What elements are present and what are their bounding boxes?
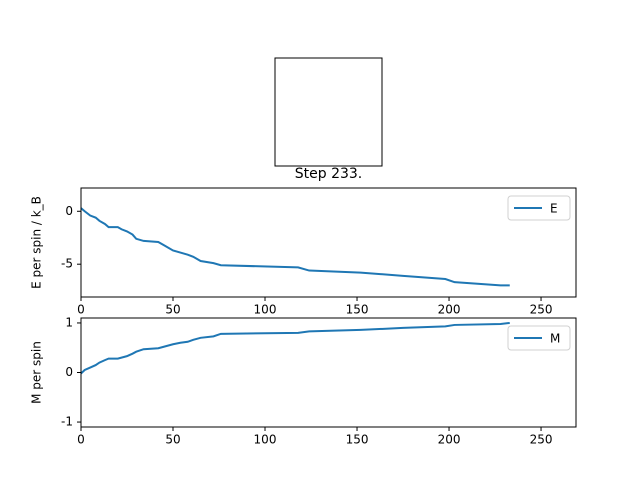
legend-label: E xyxy=(550,202,558,216)
data-line xyxy=(80,207,510,287)
x-tick-label: 150 xyxy=(346,433,369,447)
y-axis-label: E per spin / k_B xyxy=(30,196,44,289)
data-line xyxy=(80,321,510,375)
x-tick-label: 50 xyxy=(165,303,180,317)
x-tick-label: 200 xyxy=(438,303,461,317)
x-tick-label: 250 xyxy=(530,303,553,317)
chart-title: Step 233. xyxy=(295,166,363,182)
axes-frame xyxy=(80,187,577,298)
x-tick-label: 0 xyxy=(77,433,85,447)
x-tick-label: 150 xyxy=(346,303,369,317)
x-tick-label: 200 xyxy=(438,433,461,447)
y-tick-label: 1 xyxy=(65,315,73,329)
x-tick-label: 0 xyxy=(77,303,85,317)
axes-frame xyxy=(80,317,577,428)
y-tick-label: -5 xyxy=(61,257,73,271)
x-tick-label: 100 xyxy=(254,303,277,317)
y-axis-label: M per spin xyxy=(30,341,44,404)
x-tick-label: 100 xyxy=(254,433,277,447)
y-tick-label: 0 xyxy=(65,204,73,218)
image-panel xyxy=(274,57,383,167)
legend-label: M xyxy=(550,332,560,346)
y-tick-label: -1 xyxy=(61,415,73,429)
x-tick-label: 250 xyxy=(530,433,553,447)
y-tick-label: 0 xyxy=(65,365,73,379)
x-tick-label: 50 xyxy=(165,433,180,447)
